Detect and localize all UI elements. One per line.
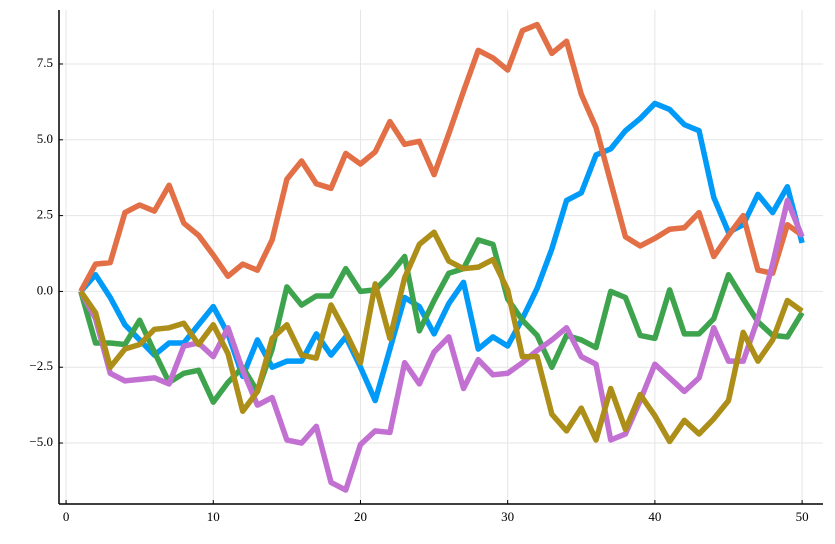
y-tick-label: 7.5 <box>37 55 53 70</box>
x-tick-label: 40 <box>648 509 661 524</box>
y-tick-label: −2.5 <box>29 358 53 373</box>
y-tick-label: 2.5 <box>37 207 53 222</box>
series-line <box>78 229 804 445</box>
x-tick-label: 20 <box>354 509 367 524</box>
series-line <box>78 21 804 293</box>
series-line <box>78 237 805 405</box>
x-tick-label: 10 <box>207 509 220 524</box>
y-tick-label: −5.0 <box>29 434 53 449</box>
x-tick-label: 50 <box>796 509 809 524</box>
x-tick-label: 30 <box>501 509 514 524</box>
y-tick-label: 5.0 <box>37 131 53 146</box>
x-tick-label: 0 <box>63 509 70 524</box>
y-tick-label: 0.0 <box>37 282 53 297</box>
series-line <box>78 100 805 404</box>
